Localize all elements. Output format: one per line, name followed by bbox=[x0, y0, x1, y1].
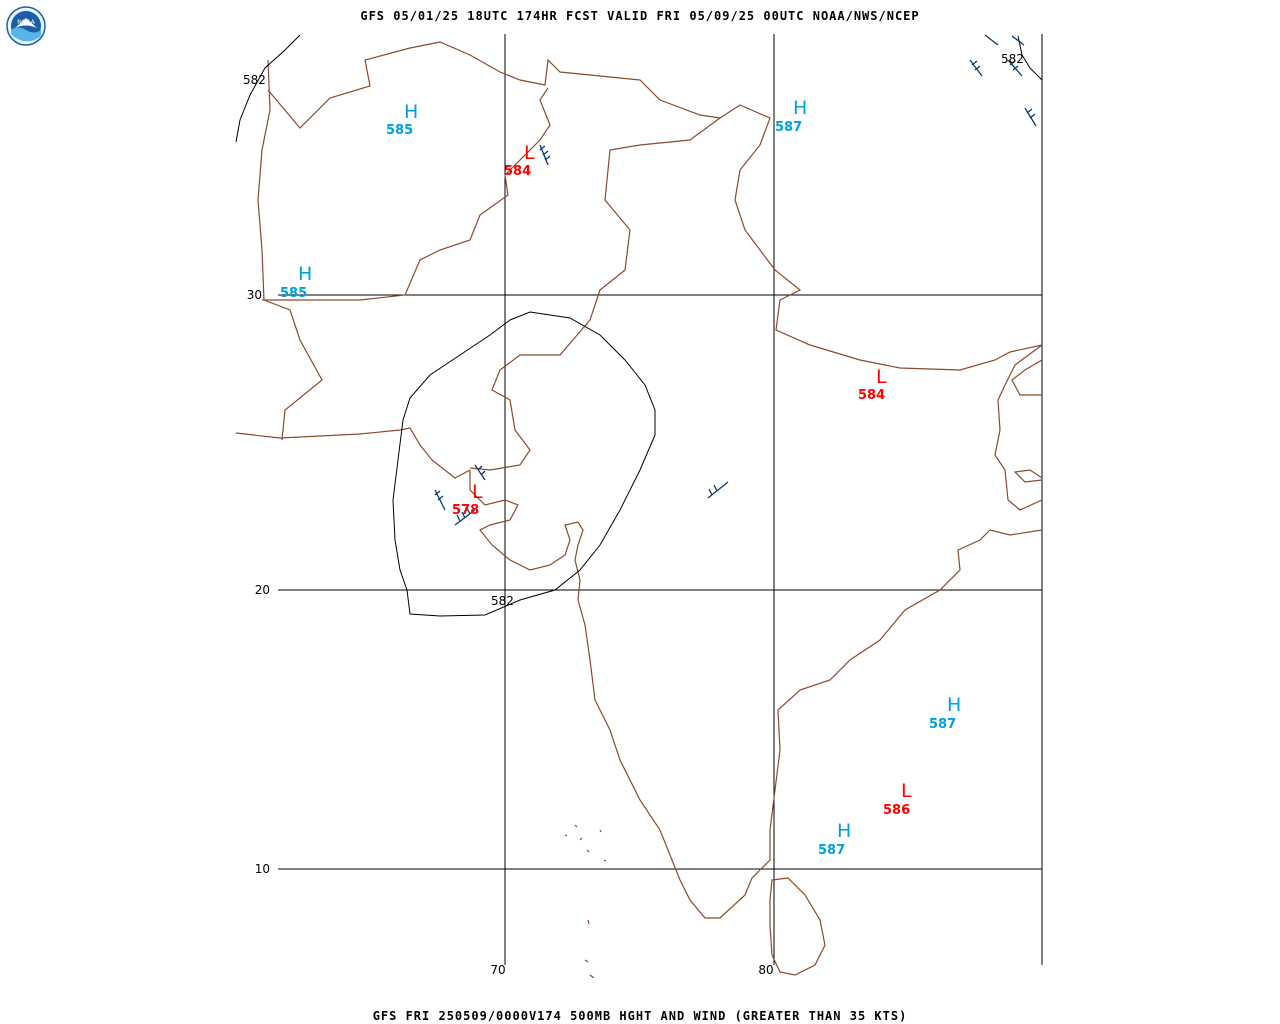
low-center-value: 586 bbox=[883, 803, 910, 818]
lat-label-20: 20 bbox=[255, 583, 270, 597]
low-center-symbol: L bbox=[876, 366, 887, 388]
high-center-symbol: H bbox=[947, 694, 961, 716]
high-center-symbol: H bbox=[837, 820, 851, 842]
lat-label-30: 30 bbox=[247, 288, 262, 302]
wind-barb bbox=[539, 144, 551, 166]
high-center-value: 587 bbox=[929, 717, 956, 732]
contour-labels: 582 582 582 bbox=[243, 52, 1024, 608]
lon-label-70: 70 bbox=[490, 963, 505, 977]
lat-lon-grid bbox=[278, 34, 1043, 965]
coastlines-and-borders bbox=[235, 41, 1043, 979]
noaa-logo: NOAA bbox=[6, 6, 46, 46]
wind-barb bbox=[969, 59, 983, 77]
high-center-symbol: H bbox=[793, 97, 807, 119]
wind-barb bbox=[434, 489, 446, 511]
pressure-centers: H 585 L 584 H 587 H 585 L 584 L 578 H 58… bbox=[280, 97, 961, 858]
contour-label: 582 bbox=[243, 73, 266, 87]
contour-label: 582 bbox=[491, 594, 514, 608]
high-center-value: 587 bbox=[818, 843, 845, 858]
low-center-value: 578 bbox=[452, 503, 479, 518]
map-subtitle: GFS FRI 250509/0000V174 500MB HGHT AND W… bbox=[372, 1009, 908, 1023]
high-center-value: 585 bbox=[386, 123, 413, 138]
wind-barb bbox=[984, 34, 1025, 46]
high-center-symbol: H bbox=[404, 101, 418, 123]
low-center-value: 584 bbox=[858, 388, 885, 403]
lat-label-10: 10 bbox=[255, 862, 270, 876]
lon-label-80: 80 bbox=[758, 963, 773, 977]
high-center-value: 587 bbox=[775, 120, 802, 135]
low-center-symbol: L bbox=[901, 780, 912, 802]
wind-barb bbox=[454, 507, 476, 526]
noaa-logo-text: NOAA bbox=[17, 19, 35, 26]
wind-barb bbox=[1007, 59, 1023, 77]
high-center-value: 585 bbox=[280, 286, 307, 301]
contour-label: 582 bbox=[1001, 52, 1024, 66]
low-center-symbol: L bbox=[472, 481, 483, 503]
low-center-symbol: L bbox=[524, 142, 535, 164]
grid-labels: 30 20 10 70 80 bbox=[247, 288, 774, 977]
wind-barb bbox=[1024, 107, 1037, 127]
wind-barbs bbox=[434, 34, 1037, 526]
low-center-value: 584 bbox=[504, 164, 531, 179]
wind-barb bbox=[707, 481, 729, 499]
map-title: GFS 05/01/25 18UTC 174HR FCST VALID FRI … bbox=[360, 9, 920, 23]
wind-barb bbox=[474, 464, 486, 481]
high-center-symbol: H bbox=[298, 263, 312, 285]
height-contours bbox=[235, 34, 1043, 617]
